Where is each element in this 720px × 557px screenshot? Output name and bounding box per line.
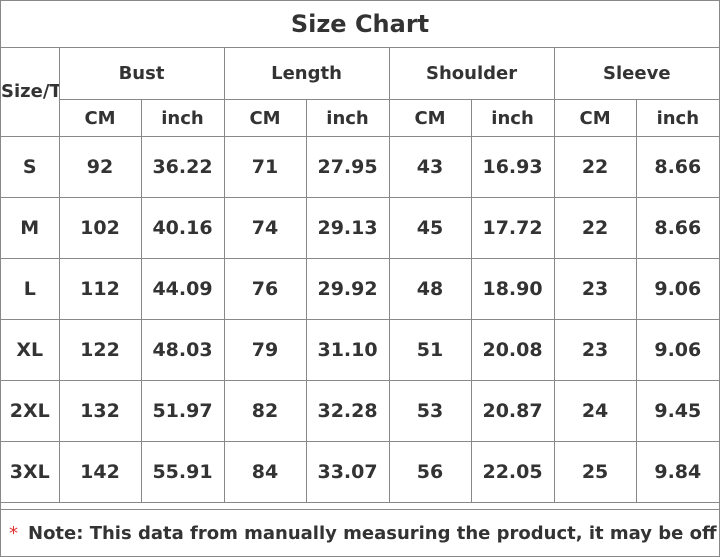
value-cell: 8.66: [635, 136, 720, 198]
value-cell: 32.28: [305, 380, 390, 442]
value-cell: 22: [553, 136, 637, 198]
measurement-note: * Note: This data from manually measuring…: [1, 509, 719, 557]
table-row: S 92 36.22 71 27.95 43 16.93 22 8.66: [1, 136, 720, 198]
value-cell: 55.91: [140, 441, 225, 503]
value-cell: 36.22: [140, 136, 225, 198]
size-cell: 2XL: [1, 380, 60, 442]
value-cell: 53: [388, 380, 472, 442]
unit-header-cm: CM: [223, 99, 307, 137]
note-text: Note: This data from manually measuring …: [28, 523, 719, 544]
value-cell: 142: [58, 441, 142, 503]
value-cell: 132: [58, 380, 142, 442]
unit-header-cm: CM: [59, 99, 142, 137]
size-table: Size/Tag Bust Length Shoulder Sleeve CM …: [1, 47, 720, 503]
table-body: S 92 36.22 71 27.95 43 16.93 22 8.66 M 102 40.16 74 2…: [1, 136, 720, 503]
value-cell: 9.06: [635, 258, 720, 320]
group-header-sleeve: Sleeve: [553, 47, 720, 100]
unit-header-inch: inch: [470, 99, 555, 137]
unit-header-cm: CM: [553, 99, 637, 137]
value-cell: 8.66: [635, 197, 720, 259]
value-cell: 22: [553, 197, 637, 259]
value-cell: 18.90: [470, 258, 555, 320]
group-header-length: Length: [223, 47, 390, 100]
value-cell: 71: [223, 136, 307, 198]
value-cell: 29.13: [305, 197, 390, 259]
value-cell: 79: [223, 319, 307, 381]
table-row: XL 122 48.03 79 31.10 51 20.08 23 9.06: [1, 319, 720, 381]
unit-header-inch: inch: [305, 99, 390, 137]
value-cell: 33.07: [305, 441, 390, 503]
value-cell: 44.09: [140, 258, 225, 320]
table-row: 3XL 142 55.91 84 33.07 56 22.05 25 9.84: [1, 441, 720, 503]
unit-header-row: CM inch CM inch CM inch CM inch: [1, 99, 720, 137]
size-cell: S: [1, 136, 60, 198]
value-cell: 84: [223, 441, 307, 503]
value-cell: 56: [388, 441, 472, 503]
value-cell: 27.95: [305, 136, 390, 198]
value-cell: 112: [58, 258, 142, 320]
value-cell: 9.84: [635, 441, 720, 503]
group-header-row: Size/Tag Bust Length Shoulder Sleeve: [1, 47, 720, 137]
value-cell: 51: [388, 319, 472, 381]
value-cell: 40.16: [140, 197, 225, 259]
value-cell: 22.05: [470, 441, 555, 503]
value-cell: 31.10: [305, 319, 390, 381]
size-cell: XL: [1, 319, 60, 381]
value-cell: 20.87: [470, 380, 555, 442]
table-row: L 112 44.09 76 29.92 48 18.90 23 9.06: [1, 258, 720, 320]
value-cell: 23: [553, 258, 637, 320]
unit-header-inch: inch: [140, 99, 225, 137]
size-cell: M: [1, 197, 60, 259]
value-cell: 82: [223, 380, 307, 442]
unit-header-inch: inch: [635, 99, 720, 137]
value-cell: 24: [553, 380, 637, 442]
note-marker: *: [9, 523, 18, 544]
value-cell: 20.08: [470, 319, 555, 381]
value-cell: 122: [58, 319, 142, 381]
value-cell: 9.06: [635, 319, 720, 381]
size-cell: 3XL: [1, 441, 60, 503]
group-header-bust: Bust: [58, 47, 225, 100]
value-cell: 29.92: [305, 258, 390, 320]
value-cell: 92: [58, 136, 142, 198]
value-cell: 48: [388, 258, 472, 320]
value-cell: 23: [553, 319, 637, 381]
size-column-header: Size/Tag: [1, 47, 60, 137]
value-cell: 76: [223, 258, 307, 320]
group-header-shoulder: Shoulder: [388, 47, 555, 100]
table-row: 2XL 132 51.97 82 32.28 53 20.87 24 9.45: [1, 380, 720, 442]
value-cell: 17.72: [470, 197, 555, 259]
table-row: M 102 40.16 74 29.13 45 17.72 22 8.66: [1, 197, 720, 259]
value-cell: 48.03: [140, 319, 225, 381]
value-cell: 74: [223, 197, 307, 259]
value-cell: 51.97: [140, 380, 225, 442]
value-cell: 45: [388, 197, 472, 259]
size-cell: L: [1, 258, 60, 320]
unit-header-cm: CM: [388, 99, 472, 137]
value-cell: 16.93: [470, 136, 555, 198]
value-cell: 102: [58, 197, 142, 259]
value-cell: 9.45: [635, 380, 720, 442]
value-cell: 25: [553, 441, 637, 503]
chart-title: Size Chart: [1, 1, 719, 48]
value-cell: 43: [388, 136, 472, 198]
